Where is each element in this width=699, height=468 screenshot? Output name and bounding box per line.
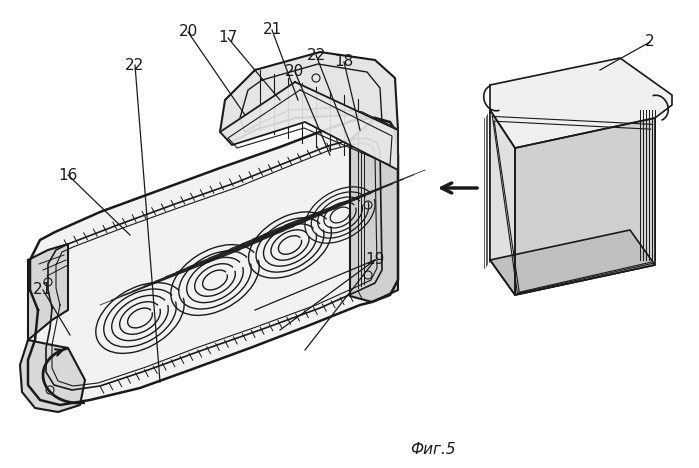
Polygon shape xyxy=(220,52,398,142)
Text: 16: 16 xyxy=(58,168,78,183)
Polygon shape xyxy=(490,58,672,148)
Text: 2: 2 xyxy=(645,35,655,50)
Text: Фиг.5: Фиг.5 xyxy=(410,442,456,457)
Text: 19: 19 xyxy=(366,253,384,268)
Polygon shape xyxy=(515,118,655,295)
Polygon shape xyxy=(490,110,515,295)
Text: 22: 22 xyxy=(125,58,145,73)
Text: 20: 20 xyxy=(178,24,198,39)
Polygon shape xyxy=(20,340,85,412)
Polygon shape xyxy=(28,244,68,340)
Polygon shape xyxy=(350,118,398,302)
Text: 20: 20 xyxy=(285,65,305,80)
Text: 21: 21 xyxy=(262,22,282,37)
Text: 18: 18 xyxy=(334,54,354,70)
Polygon shape xyxy=(28,118,398,405)
Text: 22: 22 xyxy=(306,47,326,63)
Text: 21: 21 xyxy=(34,283,52,298)
Polygon shape xyxy=(220,82,398,170)
Polygon shape xyxy=(490,230,655,295)
Text: 17: 17 xyxy=(218,30,238,45)
